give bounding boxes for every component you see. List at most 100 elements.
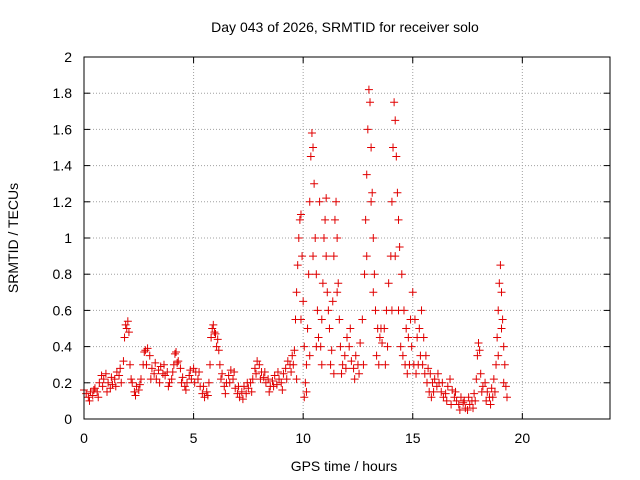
data-point [155, 378, 164, 387]
data-point [336, 342, 345, 351]
data-point [252, 369, 261, 378]
data-point [281, 364, 290, 373]
data-point [300, 342, 309, 351]
data-point [121, 320, 130, 329]
data-point [260, 367, 269, 376]
y-tick-label: 1.2 [53, 194, 73, 210]
data-point [492, 360, 501, 369]
data-point [151, 358, 160, 367]
x-tick-label: 10 [295, 430, 311, 446]
data-point [494, 306, 503, 315]
data-point [422, 378, 431, 387]
data-point [181, 386, 190, 395]
data-point [233, 389, 242, 398]
data-point [209, 320, 218, 329]
data-point [369, 234, 378, 242]
data-point [314, 333, 323, 342]
data-point [404, 333, 413, 342]
data-point [119, 357, 128, 366]
data-points [80, 85, 511, 414]
data-point [395, 243, 404, 252]
y-tick-label: 0.8 [53, 266, 73, 282]
data-point [359, 360, 368, 369]
data-point [497, 324, 506, 333]
data-point [335, 315, 344, 324]
data-point [306, 152, 315, 161]
data-point [288, 351, 297, 360]
data-point [381, 360, 390, 369]
data-point [499, 342, 508, 351]
data-point [268, 376, 277, 385]
data-point [451, 387, 460, 396]
data-point [417, 306, 426, 315]
data-point [275, 375, 284, 384]
data-point [501, 382, 510, 391]
data-point [350, 375, 359, 384]
data-point [463, 405, 472, 414]
data-point [164, 382, 173, 391]
data-point [360, 270, 369, 279]
data-point [346, 324, 355, 333]
data-point [90, 384, 99, 393]
data-point [94, 393, 103, 402]
y-tick-label: 2 [64, 49, 72, 65]
data-point [310, 179, 319, 188]
data-point [289, 360, 298, 369]
data-point [302, 387, 311, 396]
data-point [363, 125, 372, 134]
data-point [143, 344, 152, 353]
data-point [361, 215, 370, 224]
data-point [334, 279, 343, 288]
data-point [345, 342, 354, 351]
data-point [338, 360, 347, 369]
data-point [312, 270, 321, 279]
data-point [237, 387, 246, 396]
data-point [290, 346, 299, 355]
data-point [193, 375, 202, 384]
data-point [283, 357, 292, 366]
data-point [461, 404, 470, 413]
data-point [304, 270, 313, 279]
data-point [167, 375, 176, 384]
data-point [498, 315, 507, 324]
data-point [362, 170, 371, 179]
data-point [204, 378, 213, 387]
data-point [475, 346, 484, 355]
data-point [447, 400, 456, 409]
data-point [340, 351, 349, 360]
data-point [372, 351, 381, 360]
data-point [415, 324, 424, 333]
data-point [322, 194, 331, 203]
data-point [420, 369, 429, 378]
data-point [488, 393, 497, 402]
data-point [416, 351, 425, 360]
data-point [368, 188, 377, 197]
data-point [131, 391, 140, 400]
data-point [210, 328, 219, 337]
data-point [221, 389, 230, 398]
y-tick-label: 1 [64, 230, 72, 246]
data-point [459, 398, 468, 407]
data-point [215, 360, 224, 369]
y-axis-label: SRMTID / TECUs [5, 183, 21, 293]
data-point [101, 369, 110, 378]
data-point [305, 351, 314, 360]
data-point [349, 364, 358, 373]
data-point [292, 375, 301, 384]
x-axis-label: GPS time / hours [291, 458, 398, 474]
data-point [407, 342, 416, 351]
data-point [418, 360, 427, 369]
data-point [412, 369, 421, 378]
data-point [332, 197, 341, 206]
data-point [269, 382, 278, 391]
data-point [333, 288, 342, 297]
data-point [216, 375, 225, 384]
y-tick-label: 0 [64, 411, 72, 427]
data-point [300, 393, 309, 402]
data-point [396, 342, 405, 351]
data-point [116, 364, 125, 373]
data-point [93, 387, 102, 396]
data-point [362, 252, 371, 261]
data-point [202, 387, 211, 396]
data-point [211, 329, 220, 338]
